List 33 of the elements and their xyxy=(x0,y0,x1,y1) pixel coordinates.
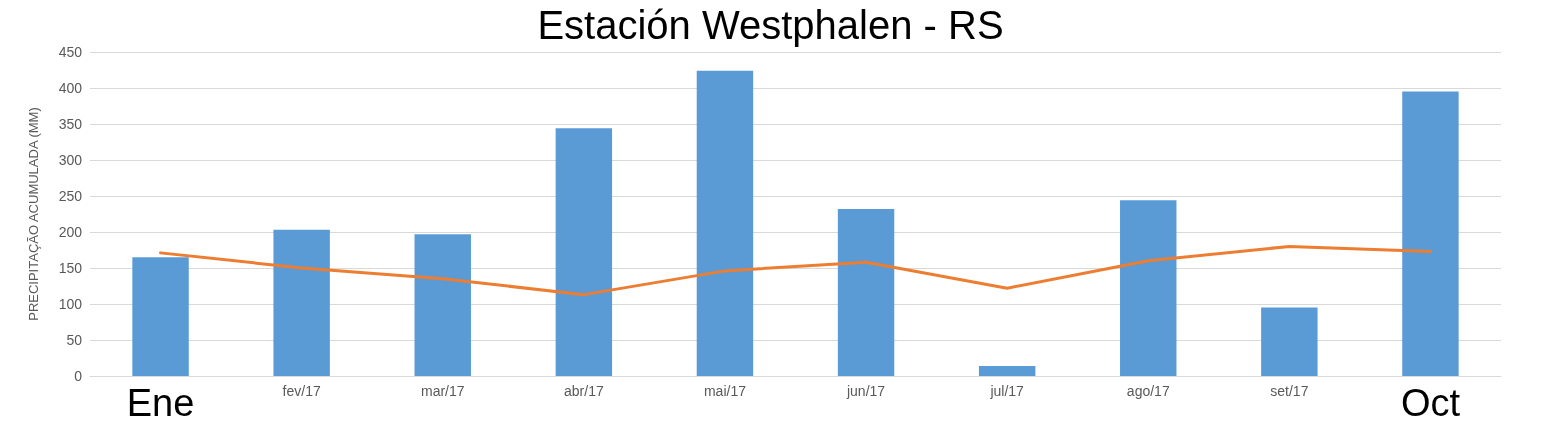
x-tick-label: jun/17 xyxy=(845,383,886,399)
x-tick-label: ago/17 xyxy=(1126,383,1170,399)
y-tick-label: 250 xyxy=(58,188,83,204)
x-tick-label: set/17 xyxy=(1270,383,1309,399)
y-tick-label: 350 xyxy=(58,116,83,132)
line-series xyxy=(159,244,1432,297)
bar xyxy=(978,365,1036,376)
y-tick-label: 200 xyxy=(58,224,83,240)
bar xyxy=(273,229,330,376)
x-tick-label: jul/17 xyxy=(989,383,1025,399)
bar xyxy=(1261,307,1318,376)
y-tick-label: 0 xyxy=(74,368,83,384)
x-tick-label: mai/17 xyxy=(703,383,747,399)
bar xyxy=(132,257,189,376)
x-tick-label: Ene xyxy=(126,382,195,422)
bar xyxy=(1120,200,1177,376)
y-tick-label: 400 xyxy=(58,80,83,96)
y-tick-label: 50 xyxy=(66,332,83,348)
y-tick-label: 100 xyxy=(58,296,83,312)
x-tick-label: Oct xyxy=(1400,382,1461,422)
bar xyxy=(555,128,613,376)
x-tick-label: abr/17 xyxy=(564,383,604,399)
bar xyxy=(414,234,471,376)
bar xyxy=(1402,91,1459,376)
chart-title: Estación Westphalen - RS xyxy=(537,3,1004,47)
y-tick-label: 150 xyxy=(58,260,83,276)
y-axis-title: PRECIPITAÇÃO ACUMULADA (MM) xyxy=(26,107,41,321)
bar xyxy=(696,70,754,376)
x-tick-label: mar/17 xyxy=(420,383,465,399)
y-tick-label: 450 xyxy=(58,44,83,60)
y-tick-label: 300 xyxy=(58,152,83,168)
x-tick-label: fev/17 xyxy=(282,383,321,399)
bar xyxy=(837,208,895,376)
